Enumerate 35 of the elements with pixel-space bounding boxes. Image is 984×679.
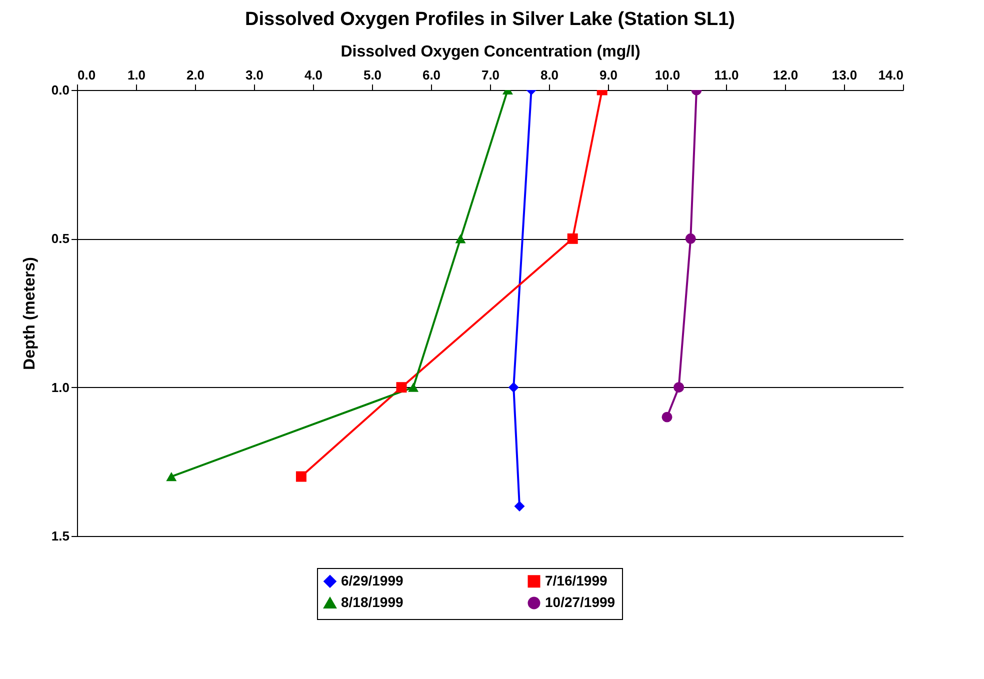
point xyxy=(455,234,466,244)
point xyxy=(296,471,306,482)
point xyxy=(508,382,519,393)
chart-title: Dissolved Oxygen Profiles in Silver Lake (Station SL1) xyxy=(245,9,735,30)
legend-label: 7/16/1999 xyxy=(545,572,608,588)
y-tick-label: 0.5 xyxy=(51,231,70,246)
x-tick-label: 8.0 xyxy=(540,68,559,82)
point xyxy=(166,472,177,482)
x-tick-label: 5.0 xyxy=(363,68,382,82)
point xyxy=(396,382,407,393)
x-tick-label: 12.0 xyxy=(772,68,798,82)
y-tick-label: 1.0 xyxy=(51,380,70,395)
x-axis-title: Dissolved Oxygen Concentration (mg/l) xyxy=(340,44,640,60)
x-tick-label: 9.0 xyxy=(599,68,618,82)
point xyxy=(408,382,419,392)
x-tick-label: 11.0 xyxy=(714,68,739,82)
x-tick-label: 7.0 xyxy=(481,68,500,82)
y-axis-title: Depth (meters) xyxy=(21,257,38,370)
legend-label: 6/29/1999 xyxy=(341,572,404,588)
legend-label: 8/18/1999 xyxy=(341,594,404,610)
x-tick-label: 14.0 xyxy=(878,68,904,82)
x-tick-label: 13.0 xyxy=(832,68,858,82)
y-tick-label: 0.0 xyxy=(51,82,70,98)
legend-label: 10/27/1999 xyxy=(545,594,616,610)
x-tick-label: 0.0 xyxy=(78,68,96,82)
x-tick-label: 10.0 xyxy=(654,68,680,82)
y-tick-label: 1.5 xyxy=(51,528,70,544)
x-tick-label: 6.0 xyxy=(422,68,441,82)
point xyxy=(674,382,684,393)
x-tick-label: 1.0 xyxy=(127,68,146,82)
x-tick-label: 2.0 xyxy=(186,68,205,82)
x-tick-label: 4.0 xyxy=(304,68,323,82)
point xyxy=(514,501,525,512)
point xyxy=(662,412,672,422)
x-tick-label: 3.0 xyxy=(245,68,264,82)
